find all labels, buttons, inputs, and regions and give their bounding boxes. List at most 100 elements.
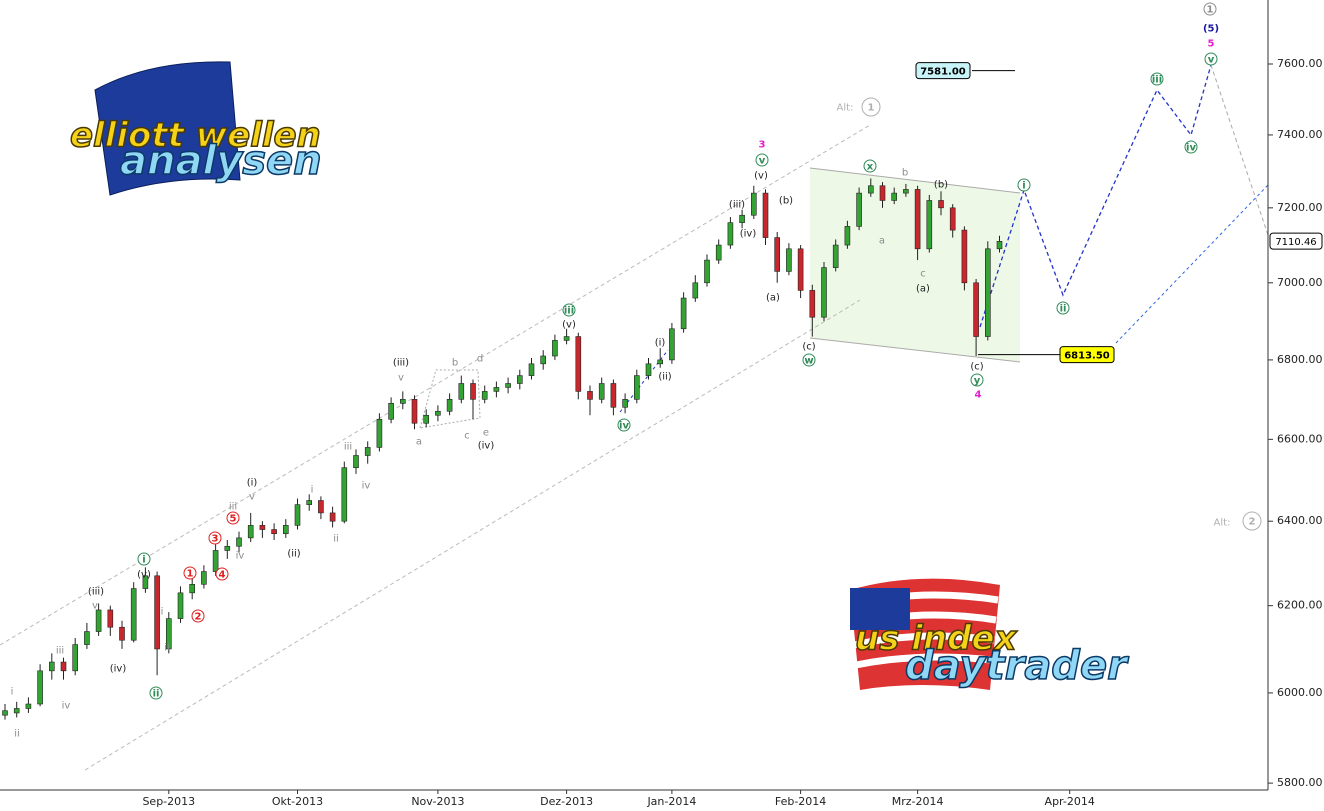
wave-label: a <box>416 437 422 448</box>
candle-body <box>166 618 172 650</box>
wave-label: 2 <box>195 612 202 623</box>
wave-label: a <box>879 236 885 247</box>
projection <box>1210 64 1269 236</box>
wave-circle <box>1242 511 1262 531</box>
candle-body <box>435 410 441 416</box>
wave-label: Alt: <box>1214 518 1231 529</box>
wave-label: ii <box>164 643 170 654</box>
wave-circle <box>863 159 877 173</box>
wave-label: e <box>483 428 489 439</box>
wave-label: i <box>142 555 145 566</box>
logo-text: analysen <box>120 138 322 184</box>
wave-label: i <box>11 687 14 698</box>
candle-body <box>727 222 734 246</box>
wave-label: d <box>477 354 483 365</box>
wave-label: iii <box>564 306 574 317</box>
wave-label: ii <box>1060 304 1067 315</box>
wave-label: ii <box>14 729 20 740</box>
price-box <box>915 62 971 80</box>
candle-body <box>306 500 313 505</box>
x-tick-label: Sep-2013 <box>142 795 195 808</box>
wave-label: 3 <box>759 140 766 151</box>
wave-label: (i) <box>247 478 258 489</box>
wave-label: (a) <box>916 284 930 295</box>
projection <box>619 349 669 413</box>
wave-label: (5) <box>1203 24 1219 35</box>
candle-body <box>809 290 816 318</box>
correction-zone <box>810 168 1020 362</box>
wave-label: 3 <box>212 534 219 545</box>
candle-body <box>610 383 617 408</box>
wave-label: (b) <box>934 180 948 191</box>
candle-body <box>680 297 687 330</box>
wave-circle <box>617 418 631 432</box>
flag-canton <box>850 588 910 630</box>
candle-body <box>341 467 348 522</box>
wave-label: x <box>867 162 874 173</box>
candle-body <box>739 214 745 223</box>
flag <box>94 61 241 196</box>
candle-body <box>540 355 547 365</box>
wave-label: iv <box>1186 143 1196 154</box>
candle-body <box>528 363 535 376</box>
wave-label: 2 <box>1249 517 1256 528</box>
y-tick-label: 6000.00 <box>1277 686 1323 699</box>
candle-body <box>774 237 781 272</box>
candle-body <box>329 512 336 522</box>
zone-edge <box>809 167 1021 194</box>
wave-circle <box>1017 178 1031 192</box>
wave-label: b <box>902 168 908 179</box>
wave-label: i <box>1022 181 1025 192</box>
candle-body <box>622 399 628 408</box>
candle-body <box>704 259 710 284</box>
candle-body <box>563 336 570 341</box>
candle-body <box>364 447 371 456</box>
price-box <box>1269 232 1323 250</box>
logo-text: elliott wellen <box>70 116 321 156</box>
wave-label: (c) <box>970 362 983 373</box>
wave-label: (c) <box>802 342 815 353</box>
wave-circle <box>1150 72 1164 86</box>
x-tick-label: Dez-2013 <box>540 795 593 808</box>
candle-body <box>867 185 874 194</box>
wave-label: 1 <box>1207 5 1214 16</box>
candle-body <box>762 192 769 238</box>
wave-label: (iv) <box>740 229 757 240</box>
logo-eu: elliott wellen analysen <box>69 61 322 196</box>
candle-body <box>154 575 160 650</box>
wave-label: (ii) <box>287 549 300 560</box>
wave-label: iii <box>229 502 237 513</box>
candle-body <box>657 359 664 365</box>
x-tick-label: Jan-2014 <box>646 795 696 808</box>
price-label: 7581.00 <box>920 67 966 78</box>
wave-circle <box>755 153 769 167</box>
candle-body <box>797 248 804 291</box>
wave-label: (v) <box>562 320 576 331</box>
candle-body <box>715 244 722 261</box>
candle-body <box>236 537 242 547</box>
wave-circle <box>970 373 984 387</box>
price-label: 7110.46 <box>1275 237 1316 248</box>
candle-body <box>48 661 55 672</box>
wave-label: (v) <box>137 570 151 581</box>
wave-circle <box>137 552 151 566</box>
candle-body <box>914 189 921 250</box>
wave-label: (b) <box>779 196 793 207</box>
candle-body <box>2 710 8 716</box>
candle-body <box>60 661 67 672</box>
wave-label: v <box>1208 55 1215 66</box>
price-label: 6813.50 <box>1064 351 1110 362</box>
y-tick-label: 7400.00 <box>1277 128 1323 141</box>
wave-circle <box>1056 301 1070 315</box>
y-tick-label: 7600.00 <box>1277 57 1323 70</box>
y-tick-label: 6200.00 <box>1277 599 1323 612</box>
candle-body <box>13 708 20 714</box>
logo-us: us index daytrader <box>849 578 1130 690</box>
wave-label: 1 <box>187 569 194 580</box>
wave-label: v <box>398 373 404 384</box>
wave-label: iv <box>236 551 245 562</box>
wave-circle <box>562 303 576 317</box>
flag-stripes <box>849 591 999 669</box>
wave-label: v <box>759 156 766 167</box>
